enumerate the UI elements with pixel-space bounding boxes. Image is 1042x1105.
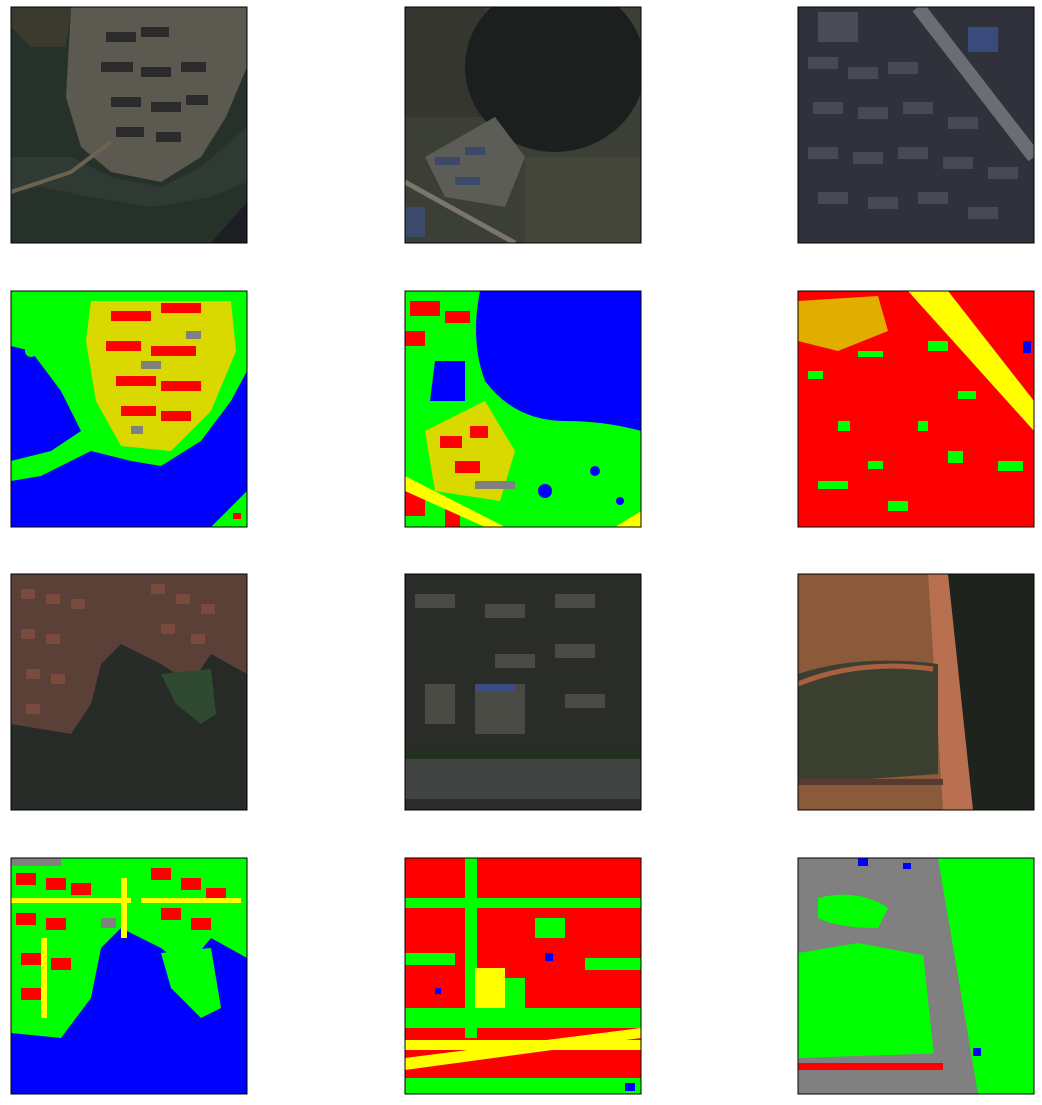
panel-frame	[404, 290, 642, 528]
segmentation-map	[405, 858, 641, 1094]
segmentation-map	[405, 291, 641, 527]
panel-frame	[797, 857, 1035, 1095]
panel-frame	[10, 573, 248, 811]
satellite-image	[798, 574, 1034, 810]
panel-frame	[797, 573, 1035, 811]
panel-frame	[404, 573, 642, 811]
panel-frame	[797, 290, 1035, 528]
segmentation-map	[11, 291, 247, 527]
satellite-image	[11, 574, 247, 810]
satellite-image	[405, 574, 641, 810]
satellite-image	[798, 7, 1034, 243]
panel-frame	[10, 290, 248, 528]
panel-frame	[404, 6, 642, 244]
satellite-image	[11, 7, 247, 243]
satellite-image	[405, 7, 641, 243]
panel-frame	[10, 857, 248, 1095]
panel-frame	[404, 857, 642, 1095]
segmentation-map	[798, 858, 1034, 1094]
panel-frame	[797, 6, 1035, 244]
segmentation-map	[798, 291, 1034, 527]
panel-frame	[10, 6, 248, 244]
segmentation-map	[11, 858, 247, 1094]
